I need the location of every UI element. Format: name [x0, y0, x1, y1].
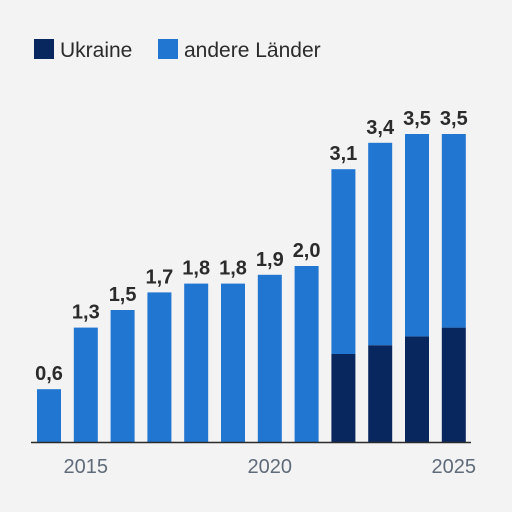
value-label-2019: 1,8 [219, 258, 247, 280]
value-label-2023: 3,4 [366, 117, 395, 139]
value-label-2025: 3,5 [440, 108, 468, 130]
legend-label-andere-laender: andere Länder [184, 39, 321, 62]
value-label-2018: 1,8 [182, 258, 210, 280]
value-label-2021: 2,0 [293, 240, 321, 262]
bar-2019-andere-laender [221, 283, 245, 442]
bar-2020-andere-laender [257, 274, 282, 442]
bars-group [37, 134, 466, 442]
value-labels-group: 0,6 1,3 1,5 1,7 1,8 1,8 1,9 2,0 3,1 3,4 3,5 3,5 [35, 108, 468, 385]
bar-2023-ukraine [368, 345, 393, 442]
legend: Ukraine andere Länder [34, 39, 321, 62]
value-label-2020: 1,9 [256, 249, 284, 271]
bar-2025-andere-laender [441, 134, 466, 328]
bar-2024-ukraine [405, 336, 429, 442]
value-label-2014: 0,6 [35, 363, 63, 385]
x-tick-label-2015: 2015 [64, 456, 109, 478]
bar-2024-andere-laender [405, 134, 429, 337]
legend-label-ukraine: Ukraine [60, 39, 132, 62]
x-tick-labels-group: 2015 2020 2025 [64, 456, 477, 478]
value-label-2017: 1,7 [145, 266, 173, 288]
bar-2015-andere-laender [73, 327, 98, 442]
x-tick-label-2020: 2020 [248, 456, 293, 478]
value-label-2015: 1,3 [72, 302, 100, 324]
value-label-2024: 3,5 [403, 108, 431, 130]
bar-2021-andere-laender [294, 266, 319, 442]
bar-2017-andere-laender [147, 292, 172, 442]
legend-swatch-andere-laender [158, 39, 178, 59]
bar-2018-andere-laender [184, 283, 209, 442]
bar-2025-ukraine [441, 327, 466, 442]
bar-2022-ukraine [331, 354, 356, 442]
value-label-2016: 1,5 [109, 284, 137, 306]
value-label-2022: 3,1 [329, 143, 357, 165]
bar-2022-andere-laender [331, 169, 356, 354]
bar-2014-andere-laender [37, 389, 61, 442]
legend-swatch-ukraine [34, 39, 54, 59]
bar-2023-andere-laender [368, 142, 393, 346]
bar-2016-andere-laender [110, 310, 135, 442]
x-tick-label-2025: 2025 [432, 456, 477, 478]
